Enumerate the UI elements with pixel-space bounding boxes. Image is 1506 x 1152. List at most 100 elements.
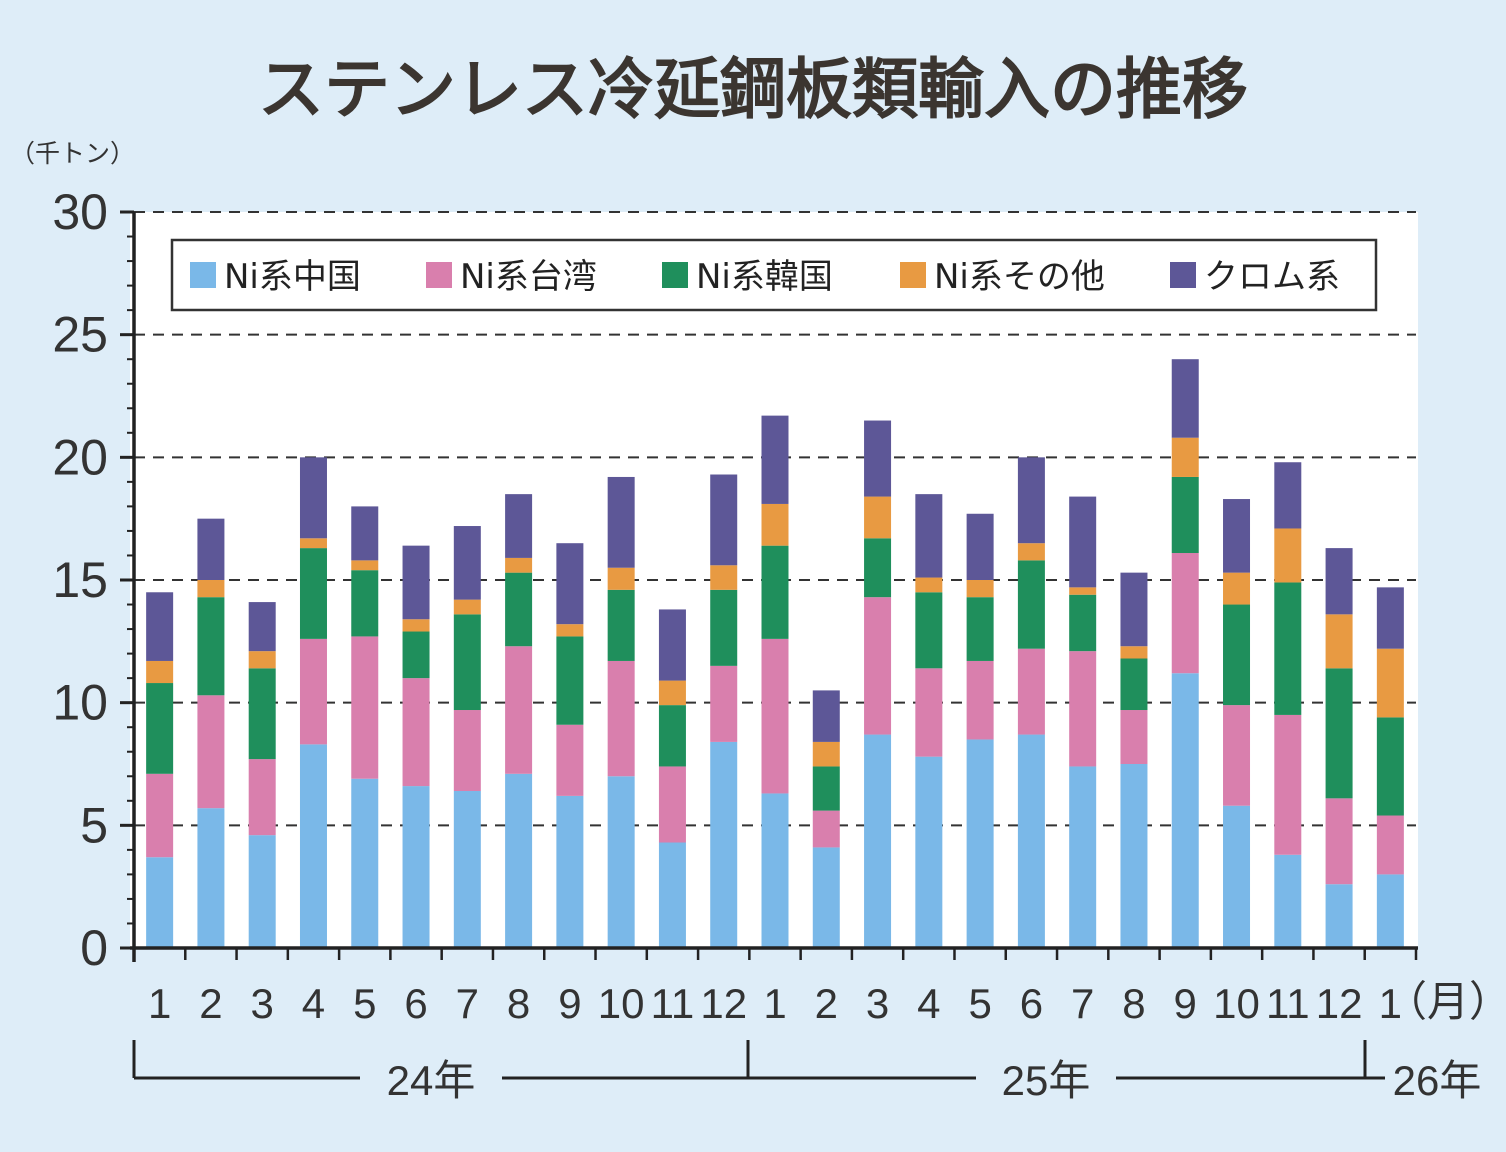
- bar-segment: [966, 660, 994, 740]
- bar-segment: [1017, 648, 1045, 735]
- x-tick-label: 7: [1071, 980, 1094, 1027]
- x-tick-label: 5: [968, 980, 991, 1027]
- y-tick-labels: 0 5 10 15 20 25 30: [52, 184, 108, 976]
- bar-segment: [1325, 798, 1353, 885]
- legend-label: Ni系その他: [934, 257, 1105, 297]
- x-tick-label: 12: [1316, 980, 1363, 1027]
- x-tick-label: 1: [148, 980, 171, 1027]
- bar-segment: [812, 847, 840, 948]
- bar-segment: [197, 695, 225, 809]
- bar-segment: [1274, 582, 1302, 715]
- y-unit-label: （千トン）: [10, 139, 135, 168]
- legend-swatch: [662, 262, 688, 288]
- bar-segment: [658, 705, 686, 767]
- y-tick-label: 20: [52, 429, 108, 485]
- bar-segment: [1376, 717, 1404, 816]
- x-tick-label: 8: [1122, 980, 1145, 1027]
- bar-segment: [864, 734, 892, 948]
- y-tick-label: 30: [52, 184, 108, 240]
- x-tick-label: 4: [917, 980, 940, 1027]
- bar-segment: [812, 690, 840, 742]
- year-label: 26年: [1393, 1057, 1482, 1104]
- year-label: 25年: [1002, 1057, 1091, 1104]
- bar-segment: [248, 835, 276, 948]
- x-tick-label: 8: [507, 980, 530, 1027]
- bar-segment: [915, 592, 943, 669]
- bar-segment: [1223, 705, 1251, 806]
- y-tick-label: 10: [52, 675, 108, 731]
- bar-segment: [1120, 658, 1148, 711]
- bar-segment: [1325, 614, 1353, 669]
- bar-segment: [761, 793, 789, 948]
- y-tick-label: 0: [80, 920, 108, 976]
- x-tick-label: 3: [251, 980, 274, 1027]
- bar-segment: [248, 759, 276, 836]
- bar-segment: [658, 609, 686, 681]
- legend-label: クロム系: [1204, 257, 1340, 297]
- bar-segment: [915, 756, 943, 948]
- bar-segment: [453, 710, 481, 791]
- bar-segment: [966, 513, 994, 580]
- x-tick-label: 4: [302, 980, 325, 1027]
- bar-segment: [1274, 714, 1302, 855]
- bar-segment: [915, 668, 943, 757]
- bar-segment: [1376, 874, 1404, 948]
- bar-segment: [1069, 587, 1097, 595]
- bar-segment: [299, 457, 327, 539]
- bar-segment: [453, 599, 481, 615]
- bar-segment: [1223, 805, 1251, 948]
- bar-segment: [1017, 543, 1045, 561]
- bar-segment: [658, 766, 686, 843]
- bar-segment: [299, 638, 327, 745]
- bar-segment: [453, 614, 481, 711]
- y-tick-label: 25: [52, 307, 108, 363]
- legend-label: Ni系中国: [224, 257, 361, 297]
- x-tick-label: 11: [1266, 980, 1310, 1027]
- bar-segment: [1171, 437, 1199, 477]
- legend-label: Ni系韓国: [696, 257, 833, 297]
- bar-segment: [710, 565, 738, 590]
- bar-segment: [864, 420, 892, 497]
- bar-segment: [556, 636, 584, 725]
- bar-segment: [197, 597, 225, 696]
- bar-segment: [1223, 572, 1251, 605]
- bar-segment: [248, 602, 276, 652]
- bar-segment: [1120, 646, 1148, 659]
- bar-segment: [505, 773, 533, 948]
- bar-segment: [1376, 648, 1404, 718]
- bar-segment: [864, 496, 892, 539]
- bar-segment: [351, 570, 379, 637]
- bar-segment: [505, 494, 533, 558]
- bar-segment: [197, 518, 225, 580]
- bar-segment: [1171, 359, 1199, 438]
- bar-segment: [505, 572, 533, 647]
- bar-segment: [761, 415, 789, 504]
- bar-segment: [248, 668, 276, 760]
- bar-segment: [607, 776, 635, 948]
- legend-swatch: [190, 262, 216, 288]
- bar-segment: [658, 842, 686, 948]
- gridlines: [134, 211, 1416, 827]
- x-tick-label: 2: [815, 980, 838, 1027]
- bar-segment: [556, 724, 584, 796]
- bar-segment: [1017, 560, 1045, 649]
- bar-segment: [607, 660, 635, 777]
- bar-segment: [146, 773, 174, 858]
- bar-segment: [351, 778, 379, 948]
- bar-segment: [556, 624, 584, 637]
- bar-segment: [1376, 587, 1404, 649]
- bar-segment: [607, 567, 635, 590]
- x-tick-label: 12: [700, 980, 747, 1027]
- x-tick-label: 1: [1379, 980, 1402, 1027]
- bars: [146, 359, 1404, 948]
- bar-segment: [1017, 734, 1045, 948]
- legend-swatch: [426, 262, 452, 288]
- bar-segment: [1171, 673, 1199, 948]
- bar-segment: [966, 739, 994, 948]
- x-tick-label: 5: [353, 980, 376, 1027]
- legend-swatch: [900, 262, 926, 288]
- bar-segment: [556, 543, 584, 625]
- bar-segment: [402, 545, 430, 620]
- bar-segment: [146, 592, 174, 661]
